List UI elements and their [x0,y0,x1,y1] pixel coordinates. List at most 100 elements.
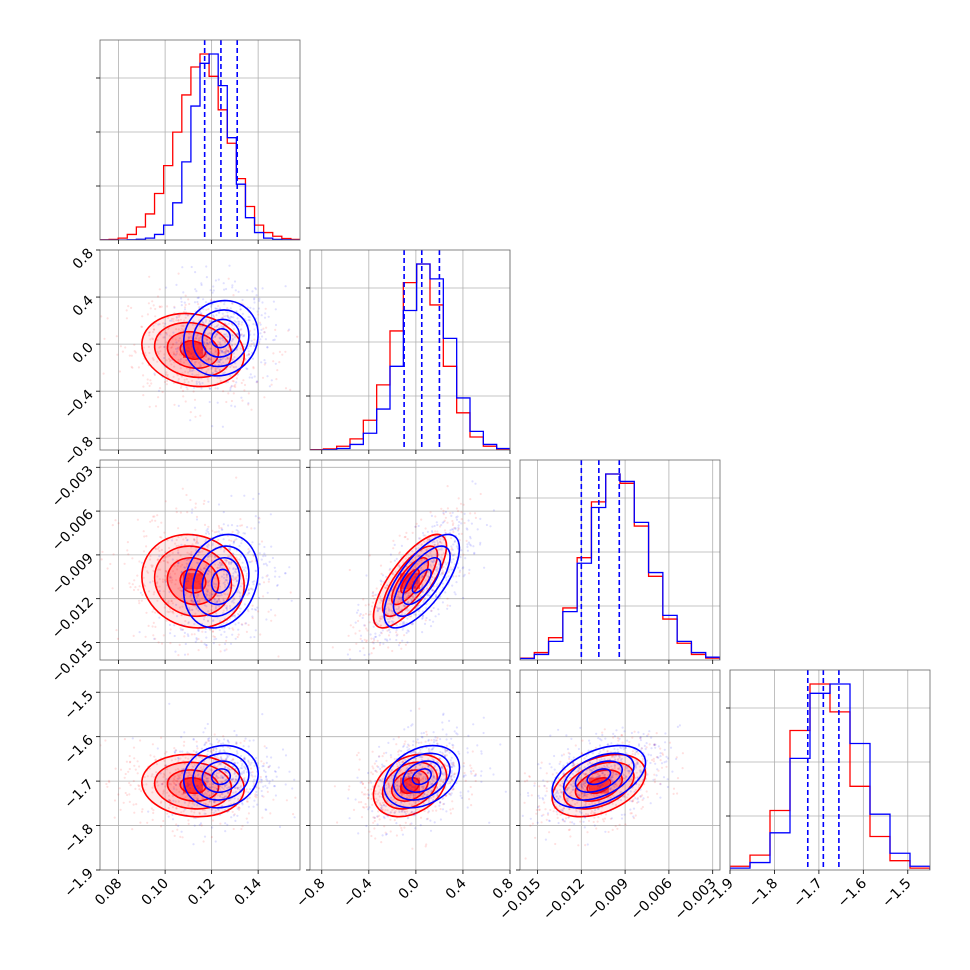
scatter-point [250,767,253,770]
scatter-point [424,845,427,848]
scatter-point [463,771,466,775]
scatter-point [449,780,452,783]
scatter-point [243,389,246,392]
scatter-point [134,768,137,771]
scatter-point [435,778,438,781]
scatter-point [178,353,181,356]
scatter-point [183,558,187,561]
scatter-point [158,616,161,619]
scatter-point [180,375,183,378]
scatter-point [140,561,143,564]
scatter-point [209,347,212,350]
scatter-point [253,608,257,611]
scatter-point [203,809,206,812]
scatter-point [225,573,229,576]
scatter-point [360,780,363,784]
scatter-point [229,798,232,801]
scatter-point [371,773,374,776]
scatter-point [173,634,176,638]
scatter-point [181,324,184,327]
scatter-point [408,774,411,778]
scatter-point [211,425,214,428]
scatter-point [201,613,204,617]
scatter-point [229,315,232,318]
scatter-point [198,365,201,368]
scatter-point [172,317,175,320]
scatter-point [479,543,482,546]
scatter-point [163,531,166,534]
contour-series-a [179,568,207,594]
scatter-point [389,818,392,821]
scatter-point [400,800,403,803]
scatter-point [274,770,277,773]
scatter-point [152,328,155,331]
scatter-point [215,748,218,751]
scatter-point [431,747,434,751]
scatter-point [232,791,235,794]
scatter-point [192,600,195,603]
scatter-point [173,624,176,627]
scatter-point [149,581,152,584]
scatter-point [185,589,188,592]
scatter-point [212,285,215,288]
scatter-point [420,559,423,562]
scatter-point [425,549,428,552]
scatter-point [243,584,246,587]
scatter-point [205,741,208,744]
scatter-point [379,579,382,582]
scatter-point [197,562,200,565]
scatter-point [187,771,190,774]
scatter-point [272,352,275,355]
scatter-point [214,624,217,627]
scatter-point [399,770,402,773]
scatter-point [371,810,374,813]
scatter-point [439,540,442,543]
scatter-point [408,561,412,564]
scatter-point [213,325,216,329]
scatter-point [140,810,144,813]
scatter-point [137,588,140,591]
scatter-point [146,378,149,381]
scatter-point [219,800,222,804]
scatter-point [146,313,149,316]
scatter-point [407,774,410,778]
scatter-point [235,778,238,782]
scatter-point [190,337,193,340]
scatter-point [205,587,208,591]
scatter-point [421,584,424,588]
scatter-point [384,809,387,812]
scatter-point [204,358,207,361]
scatter-point [240,542,243,545]
scatter-point [374,790,377,793]
scatter-point [188,302,191,306]
scatter-point [193,776,196,779]
scatter-point [453,773,456,776]
scatter-point [202,308,205,311]
scatter-point [234,786,237,790]
scatter-point [179,835,182,839]
scatter-point [138,585,141,588]
scatter-point [432,558,435,561]
scatter-point [179,358,182,361]
scatter-point [250,587,253,590]
scatter-point [195,373,198,376]
scatter-point [429,625,433,628]
scatter-point [141,325,144,328]
scatter-point [386,629,389,632]
scatter-point [204,301,208,304]
scatter-point [206,333,209,336]
scatter-point [399,609,402,612]
scatter-point [429,563,432,567]
scatter-point [225,608,229,612]
scatter-point [388,609,391,612]
y-tick-label: −0.006 [49,507,97,555]
scatter-point [156,558,159,562]
scatter-point [450,545,453,548]
scatter-point [253,297,256,300]
scatter-point [178,606,181,609]
scatter-point [229,790,232,793]
scatter-point [241,582,244,585]
scatter-point [183,612,186,615]
scatter-point [215,314,218,317]
scatter-point [144,354,147,357]
